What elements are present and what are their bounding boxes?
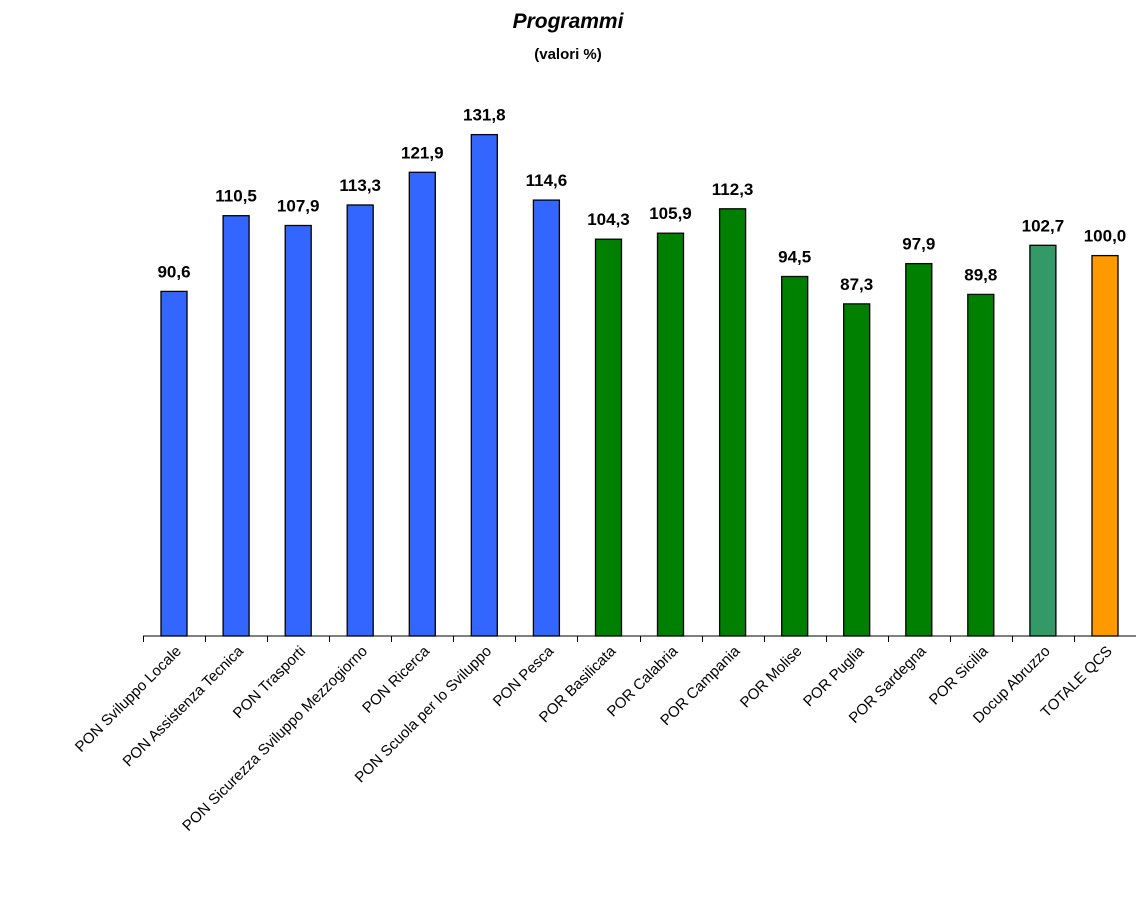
bar-9 — [656, 232, 685, 637]
bar-value-label: 105,9 — [649, 204, 692, 223]
bar-value-label: 97,9 — [902, 235, 935, 254]
x-tick-label: PON Pesca — [490, 642, 558, 710]
x-tick-label: POR Puglia — [800, 642, 868, 710]
bar-value-label: 90,6 — [157, 262, 190, 281]
bar-value-label: 89,8 — [964, 265, 997, 284]
bar-4 — [346, 204, 374, 637]
bar-value-label: 104,3 — [587, 210, 630, 229]
bar-value-label: 100,0 — [1084, 227, 1127, 246]
bar-2 — [222, 215, 250, 637]
bar-8 — [594, 238, 623, 637]
bar-value-label: 102,7 — [1022, 216, 1065, 235]
bar-value-label: 87,3 — [840, 275, 873, 294]
bar-16 — [1091, 254, 1119, 637]
bar-value-label: 110,5 — [215, 187, 257, 206]
x-tick-label: POR Sicilia — [926, 642, 992, 708]
bar-value-label: 113,3 — [339, 176, 381, 195]
bar-3 — [284, 224, 312, 637]
x-tick-label: POR Molise — [737, 643, 806, 712]
bar-value-label: 94,5 — [778, 248, 811, 267]
bar-1 — [160, 290, 188, 637]
bar-10 — [718, 208, 747, 637]
bar-5 — [408, 171, 436, 637]
bar-6 — [470, 133, 498, 637]
x-tick-label: PON Assistenza Tecnica — [120, 642, 248, 770]
bar-15 — [1029, 244, 1057, 637]
bar-12 — [843, 303, 871, 637]
bar-value-label: 114,6 — [526, 171, 568, 190]
bar-14 — [967, 293, 995, 637]
bar-13 — [905, 262, 933, 637]
bar-value-label: 131,8 — [463, 106, 506, 125]
bar-7 — [532, 199, 561, 637]
bar-value-label: 107,9 — [277, 197, 320, 216]
bar-value-label: 112,3 — [712, 180, 754, 199]
bar-value-label: 121,9 — [401, 143, 444, 162]
bar-11 — [781, 275, 809, 637]
chart-title: Programmi — [512, 10, 624, 33]
x-tick-label: PON Sviluppo Locale — [72, 643, 185, 756]
chart-subtitle: (valori %) — [534, 46, 602, 63]
